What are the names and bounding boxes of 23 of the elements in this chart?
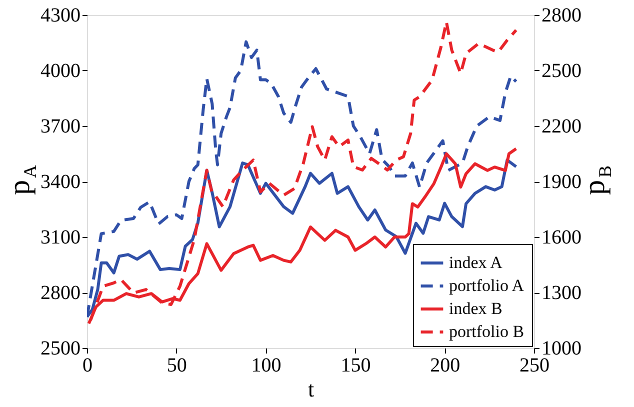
- y-tick-label: 4300: [40, 4, 80, 26]
- legend-label: index B: [449, 299, 502, 318]
- y2-tick-label: 2500: [542, 60, 582, 82]
- x-tick-label: 200: [430, 354, 460, 376]
- legend-label: portfolio B: [449, 322, 524, 341]
- x-tick-label: 150: [340, 354, 371, 376]
- y2-tick-label: 2800: [542, 4, 582, 26]
- y2-tick-label: 1300: [542, 282, 582, 304]
- x-tick-label: 100: [251, 354, 282, 376]
- y-tick-label: 3100: [40, 226, 80, 248]
- legend-label: index A: [449, 253, 504, 272]
- x-axis-title: t: [308, 376, 314, 402]
- y-tick-label: 3400: [40, 171, 80, 193]
- y-tick-label: 2500: [40, 338, 80, 360]
- y2-tick-label: 1600: [542, 226, 582, 248]
- y2-tick-label: 2200: [542, 116, 582, 138]
- y-tick-label: 3700: [40, 116, 80, 138]
- y-tick-label: 4000: [40, 60, 80, 82]
- y-axis-title: pA: [3, 165, 40, 195]
- y-tick-label: 2800: [40, 282, 80, 304]
- x-tick-label: 0: [82, 354, 92, 376]
- x-tick-label: 50: [166, 354, 187, 376]
- legend-label: portfolio A: [449, 276, 525, 295]
